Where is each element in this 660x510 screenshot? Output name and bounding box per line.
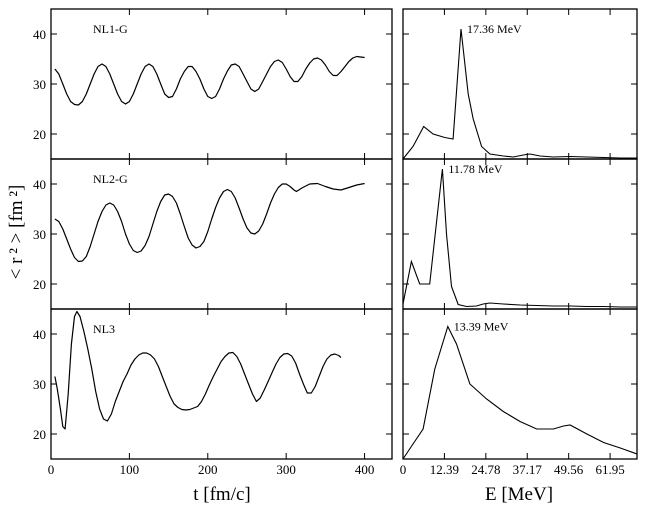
model-label: NL2-G	[93, 172, 128, 186]
y-tick-label: 20	[33, 427, 46, 442]
spectrum-line	[402, 28, 637, 160]
x-axis-label-energy: E [MeV]	[485, 484, 553, 505]
model-label: NL1-G	[93, 22, 128, 36]
x-axis-label-time: t [fm/c]	[193, 484, 251, 505]
spectrum-panel-frame	[402, 308, 638, 460]
y-tick-label: 40	[33, 27, 46, 42]
y-tick-label: 30	[33, 377, 46, 392]
peak-energy-label: 17.36 MeV	[467, 22, 522, 36]
x-tick-label-time: 300	[276, 462, 296, 477]
time-series-line	[54, 55, 365, 106]
x-tick-label-time: 200	[198, 462, 218, 477]
x-tick-label-energy: 12.39	[430, 462, 459, 477]
x-tick-label-time: 0	[48, 462, 55, 477]
x-tick-label-time: 100	[120, 462, 140, 477]
ticks	[50, 9, 637, 459]
labels: 20 30 40 NL1-G 17.36 MeV 20 30 40 NL2-G 11.78 MeV…	[33, 22, 625, 477]
y-axis-label: < r ² > [fm ²]	[6, 185, 27, 280]
peak-energy-label: 11.78 MeV	[448, 162, 503, 176]
y-tick-label: 30	[33, 77, 46, 92]
x-tick-label-time: 400	[355, 462, 375, 477]
model-label: NL3	[93, 322, 115, 336]
spectrum-line	[402, 325, 638, 460]
panel-frames	[50, 8, 638, 460]
x-tick-label-energy: 0	[400, 462, 407, 477]
y-tick-label: 30	[33, 227, 46, 242]
time-series-line	[54, 310, 342, 430]
y-tick-label: 20	[33, 127, 46, 142]
x-tick-label-energy: 37.17	[513, 462, 543, 477]
x-tick-label-energy: 49.56	[554, 462, 584, 477]
curves	[54, 28, 638, 460]
y-tick-label: 40	[33, 177, 46, 192]
x-tick-label-energy: 61.95	[595, 462, 624, 477]
peak-energy-label: 13.39 MeV	[454, 320, 509, 334]
spectrum-panel-frame	[402, 158, 638, 310]
x-tick-label-energy: 24.78	[471, 462, 500, 477]
y-tick-label: 40	[33, 327, 46, 342]
spectrum-line	[402, 168, 637, 308]
y-tick-label: 20	[33, 277, 46, 292]
time-series-line	[54, 182, 365, 263]
